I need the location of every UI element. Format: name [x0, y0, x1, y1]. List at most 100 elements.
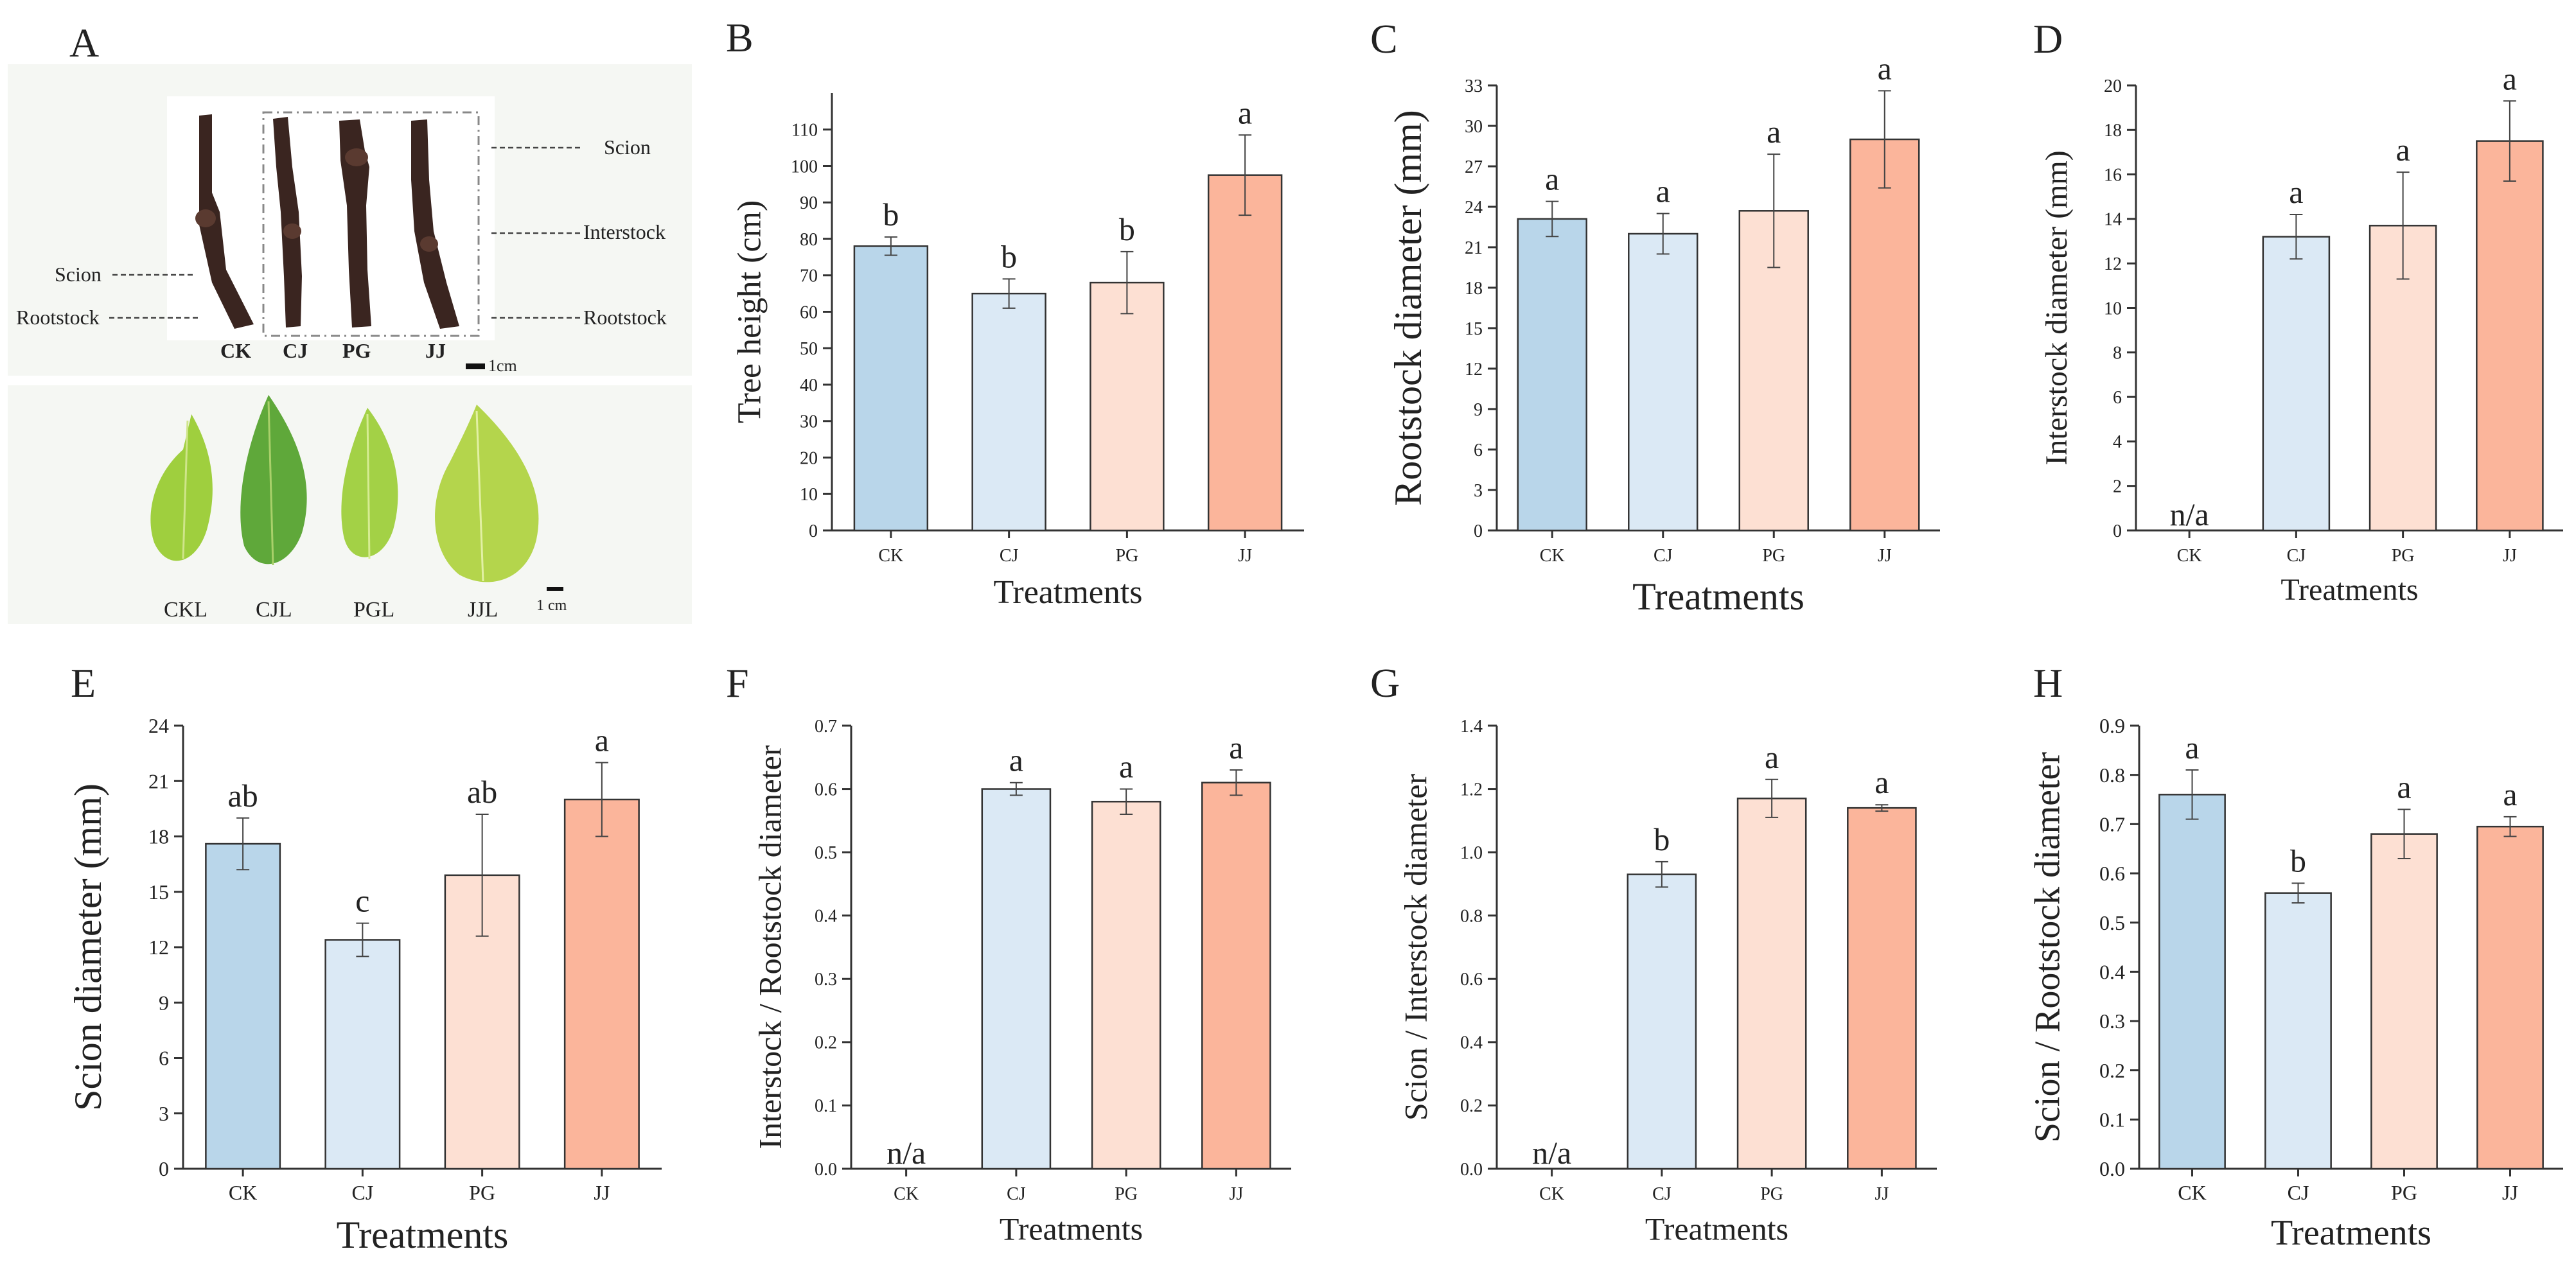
y-tick-label-d: 14 — [2104, 210, 2122, 230]
callout-rootstock-right: Rootstock — [583, 306, 667, 329]
y-tick-label-b: 110 — [791, 121, 818, 141]
y-tick-label-h: 0.1 — [2099, 1108, 2125, 1132]
callout-scion-left: Scion — [55, 263, 101, 286]
y-axis-title-d: Interstock diameter (mm) — [2040, 150, 2074, 465]
y-tick-label-d: 6 — [2113, 388, 2122, 408]
y-tick-label-b: 80 — [800, 230, 818, 250]
x-tick-label-d-cj: CJ — [2287, 546, 2306, 566]
x-tick-label-d-pg: PG — [2392, 546, 2415, 566]
stem-label-cj: CJ — [283, 339, 308, 362]
y-tick-label-f: 0.2 — [815, 1033, 837, 1053]
y-tick-label-f: 0.3 — [815, 970, 837, 990]
x-tick-label-f-ck: CK — [894, 1184, 919, 1204]
x-tick-label-f-cj: CJ — [1007, 1184, 1026, 1204]
x-tick-label-b-pg: PG — [1115, 546, 1138, 566]
x-tick-label-e-cj: CJ — [351, 1181, 373, 1204]
stem-label-jj: JJ — [425, 339, 446, 362]
leaf-cjl — [240, 395, 307, 566]
significance-letter-g-cj: b — [1654, 821, 1670, 857]
y-tick-label-c: 12 — [1465, 360, 1483, 380]
significance-letter-d-pg: a — [2396, 132, 2410, 168]
y-tick-label-b: 50 — [800, 339, 818, 359]
y-tick-label-f: 0.5 — [815, 843, 837, 863]
chart-panel-e: E 0 3 6 9 12 15 18 21 24 ab CK c CJ ab PG a JJ Treatments S… — [67, 660, 662, 1256]
y-tick-label-h: 0.0 — [2099, 1157, 2125, 1180]
y-tick-label-f: 0.6 — [815, 780, 837, 800]
bar-g-jj — [1847, 807, 1917, 1170]
bar-h-cj — [2264, 892, 2332, 1170]
y-tick-label-e: 6 — [159, 1047, 169, 1070]
chart-panel-g: G 0.0 0.2 0.4 0.6 0.8 1.0 1.2 1.4 n/a CK b CJ a PG a JJ T… — [1370, 660, 1937, 1247]
significance-letter-f-cj: a — [1009, 742, 1023, 778]
x-tick-label-c-cj: CJ — [1654, 546, 1673, 566]
significance-letter-e-jj: a — [595, 722, 609, 758]
leaf-label-ckl: CKL — [164, 598, 207, 622]
panel-letter-g: G — [1370, 660, 1400, 706]
grafted-group-frame — [262, 111, 480, 337]
bar-g-pg — [1736, 798, 1807, 1170]
significance-letter-h-pg: a — [2397, 769, 2411, 805]
y-tick-label-h: 0.3 — [2099, 1009, 2125, 1033]
chart-panel-h: H 0.0 0.1 0.2 0.3 0.4 0.5 0.6 0.7 0.8 0.9 a CK b CJ a PG… — [2028, 660, 2563, 1253]
panel-letter-b: B — [726, 15, 754, 60]
x-tick-label-g-pg: PG — [1760, 1184, 1783, 1204]
significance-letter-h-jj: a — [2503, 776, 2517, 812]
y-tick-label-e: 0 — [159, 1157, 169, 1180]
bar-b-pg — [1090, 281, 1165, 532]
x-tick-label-g-jj: JJ — [1875, 1184, 1889, 1204]
y-tick-label-c: 0 — [1474, 521, 1483, 541]
y-axis-title-g: Scion / Interstock diameter — [1397, 774, 1433, 1121]
leaf-ckl — [150, 414, 213, 561]
y-tick-label-e: 9 — [159, 991, 169, 1014]
bar-g-cj — [1627, 873, 1697, 1170]
leaf-label-jjl: JJL — [468, 598, 498, 622]
stem-pg — [339, 119, 371, 328]
panel-letter-c: C — [1370, 16, 1398, 62]
panel-letter-e: E — [71, 660, 96, 706]
y-tick-label-d: 16 — [2104, 165, 2122, 185]
panel-letter-a: A — [69, 20, 99, 66]
y-tick-label-e: 12 — [148, 936, 169, 959]
y-tick-label-b: 60 — [800, 302, 818, 322]
y-tick-label-g: 1.0 — [1460, 843, 1483, 863]
chart-panel-d: D 0 2 4 6 8 10 12 14 16 18 20 n/a CK a CJ a PG a JJ Treatmen… — [2033, 16, 2563, 607]
bar-e-pg — [444, 874, 520, 1170]
x-axis-title-g: Treatments — [1645, 1211, 1788, 1247]
y-tick-label-d: 8 — [2113, 344, 2122, 363]
bar-f-cj — [981, 788, 1052, 1170]
stem-ck — [195, 114, 254, 329]
x-tick-label-c-jj: JJ — [1878, 546, 1892, 566]
y-tick-label-b: 0 — [809, 521, 818, 541]
y-tick-label-c: 27 — [1465, 157, 1483, 177]
y-tick-label-c: 18 — [1465, 279, 1483, 299]
x-tick-label-c-ck: CK — [1540, 546, 1565, 566]
significance-letter-c-ck: a — [1545, 161, 1559, 197]
stem-scale-label: 1cm — [488, 356, 517, 375]
leaf-scale-bar — [547, 587, 563, 591]
y-tick-label-d: 10 — [2104, 299, 2122, 319]
chart-panel-b: B 0 10 20 30 40 50 60 70 80 90 100 110 b CK b CJ b PG a JJ Tr… — [726, 15, 1304, 611]
bar-c-jj — [1849, 138, 1920, 532]
y-tick-label-h: 0.5 — [2099, 911, 2125, 934]
y-tick-label-f: 0.4 — [815, 907, 837, 927]
bar-c-cj — [1628, 232, 1698, 532]
y-tick-label-b: 100 — [791, 157, 818, 177]
x-tick-label-f-pg: PG — [1115, 1184, 1138, 1204]
significance-letter-b-jj: a — [1238, 94, 1252, 130]
x-tick-label-e-ck: CK — [229, 1181, 257, 1204]
y-tick-label-e: 24 — [148, 714, 169, 737]
bar-b-ck — [853, 245, 929, 532]
significance-letter-e-cj: c — [355, 883, 369, 919]
significance-letter-f-jj: a — [1229, 730, 1243, 765]
x-tick-label-g-cj: CJ — [1652, 1184, 1672, 1204]
y-tick-label-c: 6 — [1474, 441, 1483, 460]
x-tick-label-h-cj: CJ — [2288, 1181, 2309, 1204]
significance-letter-d-ck: n/a — [2170, 496, 2209, 532]
leaf-scale-label: 1 cm — [536, 597, 567, 614]
significance-letter-d-jj: a — [2503, 60, 2517, 96]
y-axis-title-h: Scion / Rootstock diameter — [2028, 752, 2068, 1142]
stem-label-pg: PG — [342, 339, 371, 362]
y-tick-label-c: 24 — [1465, 198, 1483, 218]
bar-f-pg — [1091, 801, 1161, 1170]
significance-letter-c-jj: a — [1878, 50, 1892, 86]
